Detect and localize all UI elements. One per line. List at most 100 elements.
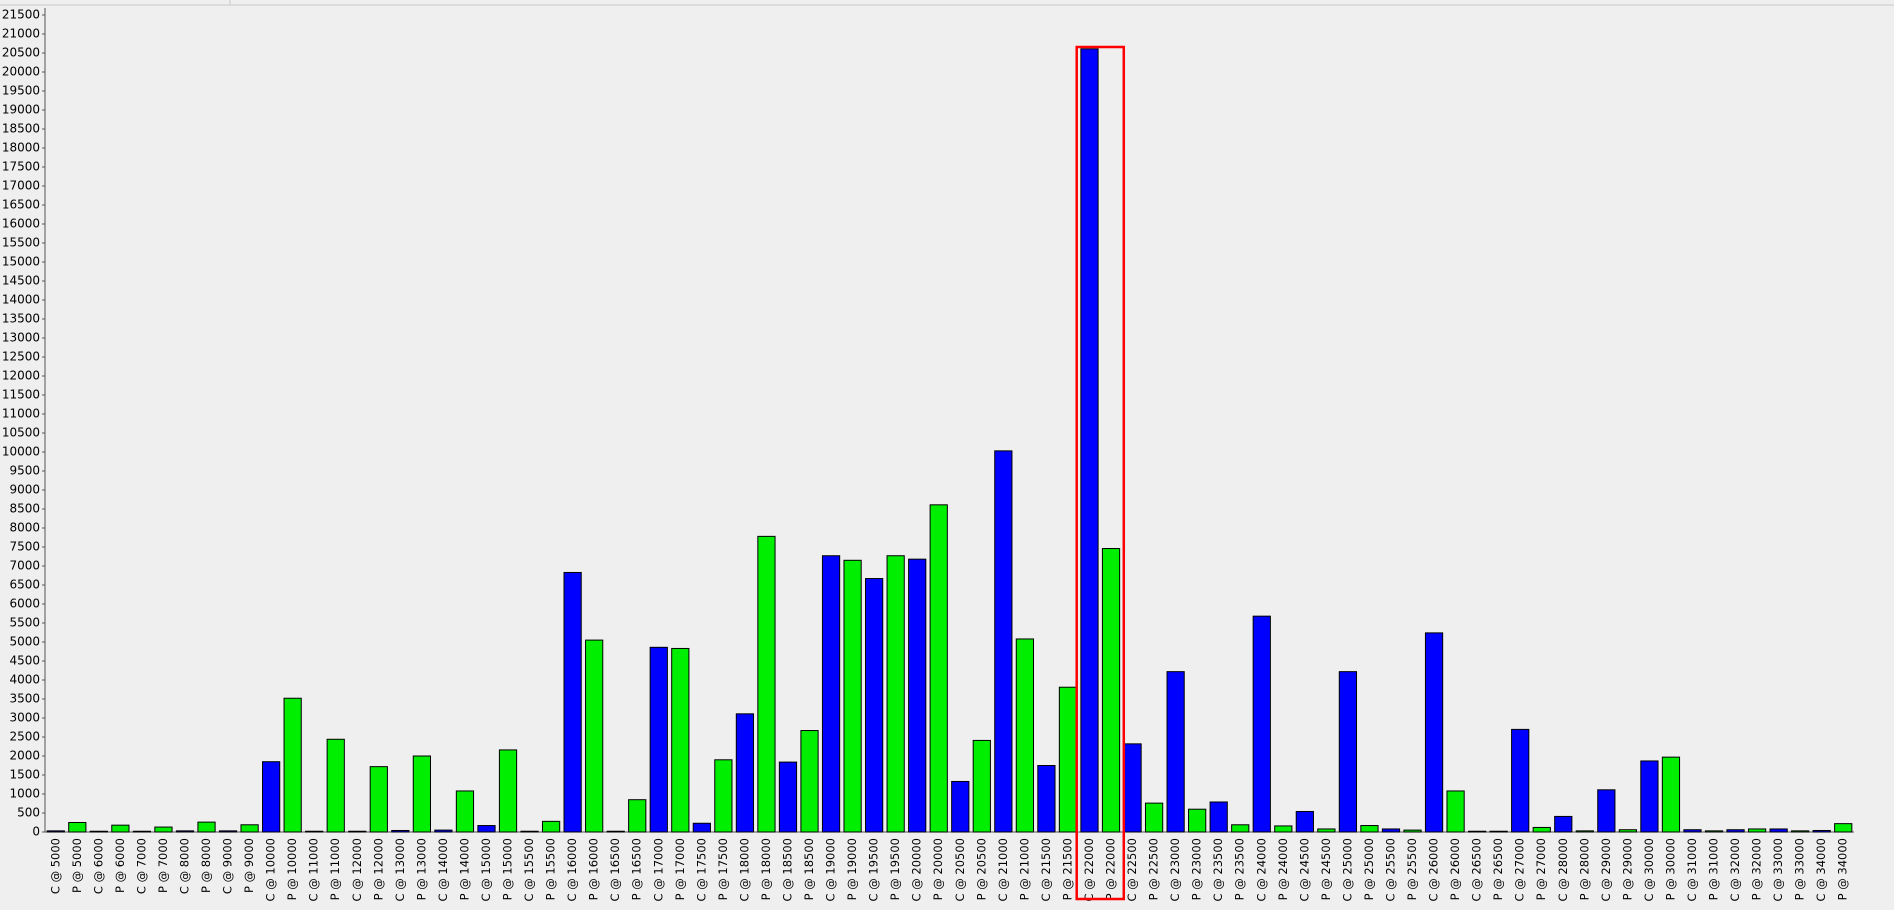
y-tick-label: 11000 xyxy=(2,407,40,421)
y-tick-label: 1000 xyxy=(9,787,40,801)
bar xyxy=(714,759,733,833)
bar xyxy=(175,830,195,833)
bar xyxy=(1101,548,1121,833)
bar xyxy=(1446,790,1465,833)
bar xyxy=(369,766,388,833)
x-tick-label: P @ 12000 xyxy=(371,838,385,900)
bar xyxy=(240,824,259,833)
bar xyxy=(391,829,410,833)
x-tick-label: P @ 23000 xyxy=(1190,838,1204,900)
x-tick-label: P @ 24000 xyxy=(1276,838,1290,900)
bar xyxy=(628,799,647,833)
x-tick-label: C @ 27000 xyxy=(1513,838,1527,901)
bar xyxy=(455,790,475,833)
bar xyxy=(1791,830,1810,833)
bar xyxy=(757,535,776,833)
x-tick-label: C @ 13000 xyxy=(393,838,407,901)
x-tick-label: C @ 23500 xyxy=(1211,838,1225,901)
x-tick-label: C @ 9000 xyxy=(221,838,235,894)
x-tick-label: C @ 16000 xyxy=(565,838,579,901)
bar xyxy=(1575,830,1594,833)
bar xyxy=(865,578,884,833)
bar xyxy=(434,829,453,833)
x-tick-label: C @ 24000 xyxy=(1254,838,1268,901)
y-tick-label: 19500 xyxy=(2,84,40,98)
bar xyxy=(305,830,324,833)
x-tick-label: C @ 8000 xyxy=(177,838,191,894)
y-tick-label: 9000 xyxy=(9,483,40,497)
highlight-box xyxy=(1075,45,1126,901)
bar xyxy=(154,826,173,833)
x-tick-label: P @ 21500 xyxy=(1060,838,1074,900)
x-tick-label: P @ 29000 xyxy=(1620,838,1634,900)
y-tick-label: 20500 xyxy=(2,46,40,60)
x-tick-label: P @ 16500 xyxy=(630,838,644,900)
bar xyxy=(326,738,345,833)
x-tick-label: C @ 20000 xyxy=(910,838,924,901)
x-tick-label: P @ 25500 xyxy=(1405,838,1419,900)
y-tick-label: 3500 xyxy=(9,692,40,706)
bar xyxy=(1812,829,1831,833)
y-tick-label: 16500 xyxy=(2,198,40,212)
bar xyxy=(1532,826,1551,833)
x-tick-label: C @ 16500 xyxy=(608,838,622,901)
bar xyxy=(1252,615,1271,833)
y-tick-label: 14000 xyxy=(2,293,40,307)
bar xyxy=(563,571,582,833)
y-tick-label: 13000 xyxy=(2,331,40,345)
bar xyxy=(498,749,518,833)
bar xyxy=(1554,815,1573,833)
y-tick-label: 21500 xyxy=(2,8,40,22)
bar xyxy=(262,761,281,833)
x-tick-label: C @ 31000 xyxy=(1685,838,1699,901)
x-tick-label: C @ 24500 xyxy=(1297,838,1311,901)
x-tick-label: P @ 30000 xyxy=(1663,838,1677,900)
bar xyxy=(1338,671,1358,833)
bar xyxy=(606,830,625,833)
x-tick-label: P @ 21000 xyxy=(1017,838,1031,900)
bar xyxy=(520,830,539,833)
x-tick-label: P @ 19000 xyxy=(845,838,859,900)
x-tick-label: P @ 26500 xyxy=(1491,838,1505,900)
y-tick-label: 8500 xyxy=(9,502,40,516)
bar xyxy=(1769,828,1788,833)
bar xyxy=(951,780,970,833)
x-tick-label: C @ 25000 xyxy=(1340,838,1354,901)
bar xyxy=(68,822,87,833)
y-tick-label: 1500 xyxy=(9,768,40,782)
x-tick-label: C @ 22000 xyxy=(1082,838,1096,901)
x-tick-label: P @ 28000 xyxy=(1577,838,1591,900)
x-tick-label: P @ 14000 xyxy=(457,838,471,900)
x-tick-label: P @ 9000 xyxy=(242,838,256,893)
bar xyxy=(585,639,604,833)
x-tick-label: C @ 34000 xyxy=(1814,838,1828,901)
y-tick-label: 7000 xyxy=(9,559,40,573)
x-tick-label: P @ 25000 xyxy=(1362,838,1376,900)
y-tick-label: 12500 xyxy=(2,350,40,364)
bar xyxy=(886,555,905,833)
bar xyxy=(348,830,367,833)
bar xyxy=(197,821,216,833)
x-tick-label: P @ 6000 xyxy=(113,838,127,893)
bar xyxy=(671,647,690,833)
bar xyxy=(1726,829,1745,833)
x-tick-label: C @ 19000 xyxy=(824,838,838,901)
x-tick-label: P @ 24500 xyxy=(1319,838,1333,900)
bar xyxy=(89,830,108,833)
x-tick-label: C @ 15000 xyxy=(479,838,493,901)
x-tick-label: P @ 11000 xyxy=(328,838,342,900)
y-tick-label: 14500 xyxy=(2,274,40,288)
x-tick-label: P @ 23500 xyxy=(1233,838,1247,900)
x-tick-label: P @ 7000 xyxy=(156,838,170,893)
y-tick-label: 3000 xyxy=(9,711,40,725)
bar xyxy=(1618,829,1637,833)
y-tick-label: 21000 xyxy=(2,27,40,41)
y-tick-label: 18500 xyxy=(2,122,40,136)
bar xyxy=(1424,632,1444,833)
bar xyxy=(1597,789,1616,833)
bar xyxy=(1080,48,1099,833)
bar xyxy=(649,646,668,833)
y-tick-label: 11500 xyxy=(2,388,40,402)
y-tick-label: 5000 xyxy=(9,635,40,649)
bar xyxy=(1037,765,1056,833)
